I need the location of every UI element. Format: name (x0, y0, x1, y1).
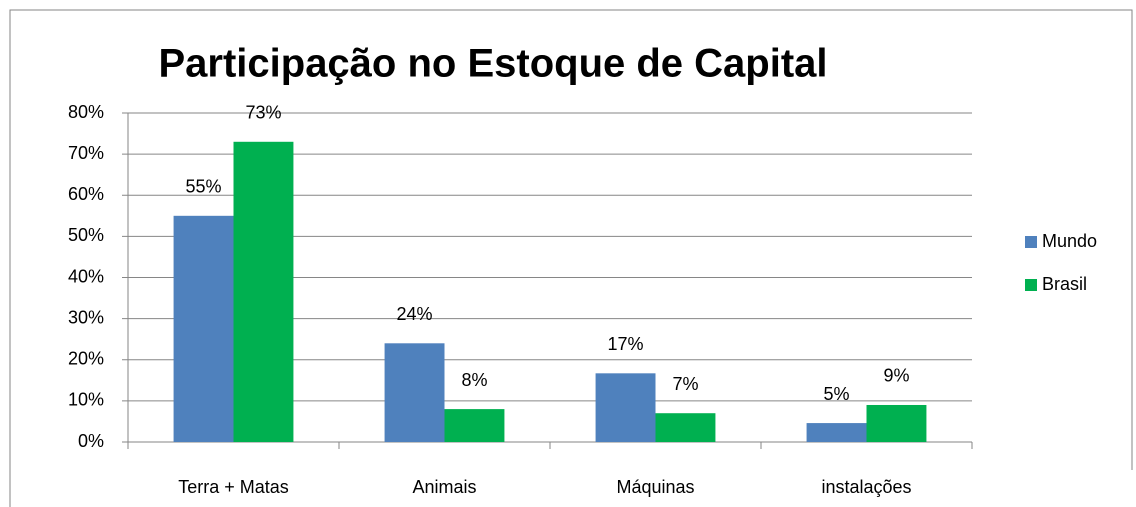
bar (866, 404, 927, 442)
chart-title: Participação no Estoque de Capital (158, 42, 827, 86)
y-tick-label: 30% (68, 307, 104, 327)
legend-swatch (1025, 236, 1037, 248)
x-tick-label: Máquinas (616, 477, 694, 497)
value-label: 24% (397, 304, 433, 324)
value-label: 8% (461, 370, 487, 390)
value-label: 55% (186, 177, 222, 197)
value-label: 17% (608, 334, 644, 354)
y-tick-label: 60% (68, 184, 104, 204)
bar (384, 343, 445, 442)
y-tick-label: 40% (68, 266, 104, 286)
x-tick-label: instalações (821, 477, 911, 497)
bar (595, 373, 656, 442)
value-label: 5% (824, 384, 850, 404)
y-tick-label: 50% (68, 225, 104, 245)
value-label: 7% (672, 374, 698, 394)
chart-frame (9, 9, 1133, 507)
y-tick-label: 80% (68, 102, 104, 122)
y-tick-label: 0% (78, 431, 104, 451)
bar (173, 215, 234, 442)
bar (233, 141, 294, 442)
y-tick-label: 10% (68, 390, 104, 410)
legend-label: Brasil (1042, 274, 1087, 294)
y-tick-label: 20% (68, 349, 104, 369)
legend-swatch (1025, 279, 1037, 291)
bar (444, 409, 505, 442)
x-tick-label: Animais (412, 477, 476, 497)
x-tick-label: Terra + Matas (178, 477, 289, 497)
legend-label: Mundo (1042, 231, 1097, 251)
bar (806, 423, 867, 442)
bar (655, 413, 716, 442)
value-label: 73% (245, 103, 281, 123)
y-tick-label: 70% (68, 143, 104, 163)
value-label: 9% (883, 366, 909, 386)
